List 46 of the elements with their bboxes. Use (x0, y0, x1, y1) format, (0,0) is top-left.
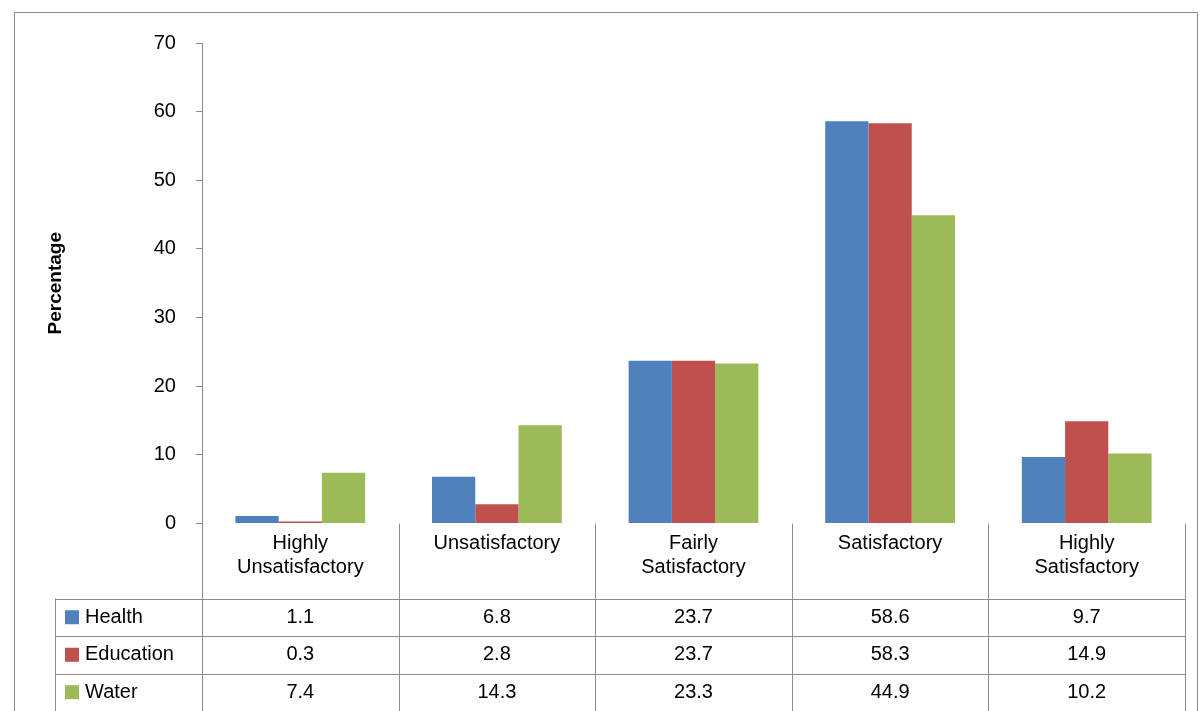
y-tick-label: 0 (164, 511, 176, 534)
bar (235, 515, 279, 523)
bar (1108, 453, 1152, 523)
data-label: 23.7 (674, 604, 713, 627)
y-axis-title: Percentage (43, 232, 65, 335)
x-tick-label: Highly Satisfactory (1034, 531, 1139, 578)
bar (1065, 421, 1109, 523)
x-tick-label: Highly Unsatisfactory (236, 531, 364, 578)
x-tick-label: Fairly Satisfactory (641, 531, 746, 578)
legend-label: Education (85, 642, 174, 665)
data-label: 9.7 (1072, 604, 1101, 627)
data-label: 2.8 (482, 642, 511, 665)
legend-label: Water (85, 679, 138, 702)
data-label: 7.4 (286, 679, 315, 702)
y-tick-label: 70 (153, 30, 176, 53)
bar (432, 476, 476, 523)
x-tick-label: Satisfactory (837, 531, 943, 554)
y-tick-label: 40 (153, 236, 176, 259)
data-label: 14.9 (1067, 642, 1107, 665)
bar (321, 472, 366, 523)
data-label: 0.3 (286, 642, 315, 665)
legend-label: Health (85, 604, 143, 627)
data-label: 58.3 (870, 642, 910, 665)
bar (911, 215, 955, 523)
y-tick-label: 10 (153, 442, 176, 465)
y-tick-label: 50 (153, 167, 176, 190)
bar (518, 425, 562, 523)
data-label: 44.9 (870, 679, 910, 702)
y-tick-label: 20 (153, 373, 176, 396)
bar (475, 504, 519, 523)
data-label: 23.7 (674, 642, 713, 665)
data-label: 6.8 (482, 604, 511, 627)
y-tick-label: 30 (153, 305, 176, 328)
data-label: 58.6 (870, 604, 910, 627)
y-tick-label: 60 (153, 99, 176, 122)
data-label: 23.3 (674, 679, 713, 702)
data-label: 10.2 (1067, 679, 1107, 702)
data-label: 1.1 (286, 604, 315, 627)
bar (1021, 456, 1066, 523)
bar (628, 360, 672, 523)
bar (868, 123, 912, 523)
data-label: 14.3 (477, 679, 517, 702)
x-tick-label: Unsatisfactory (433, 531, 561, 554)
bar (825, 121, 869, 523)
bar (715, 363, 759, 523)
bar (671, 360, 716, 523)
